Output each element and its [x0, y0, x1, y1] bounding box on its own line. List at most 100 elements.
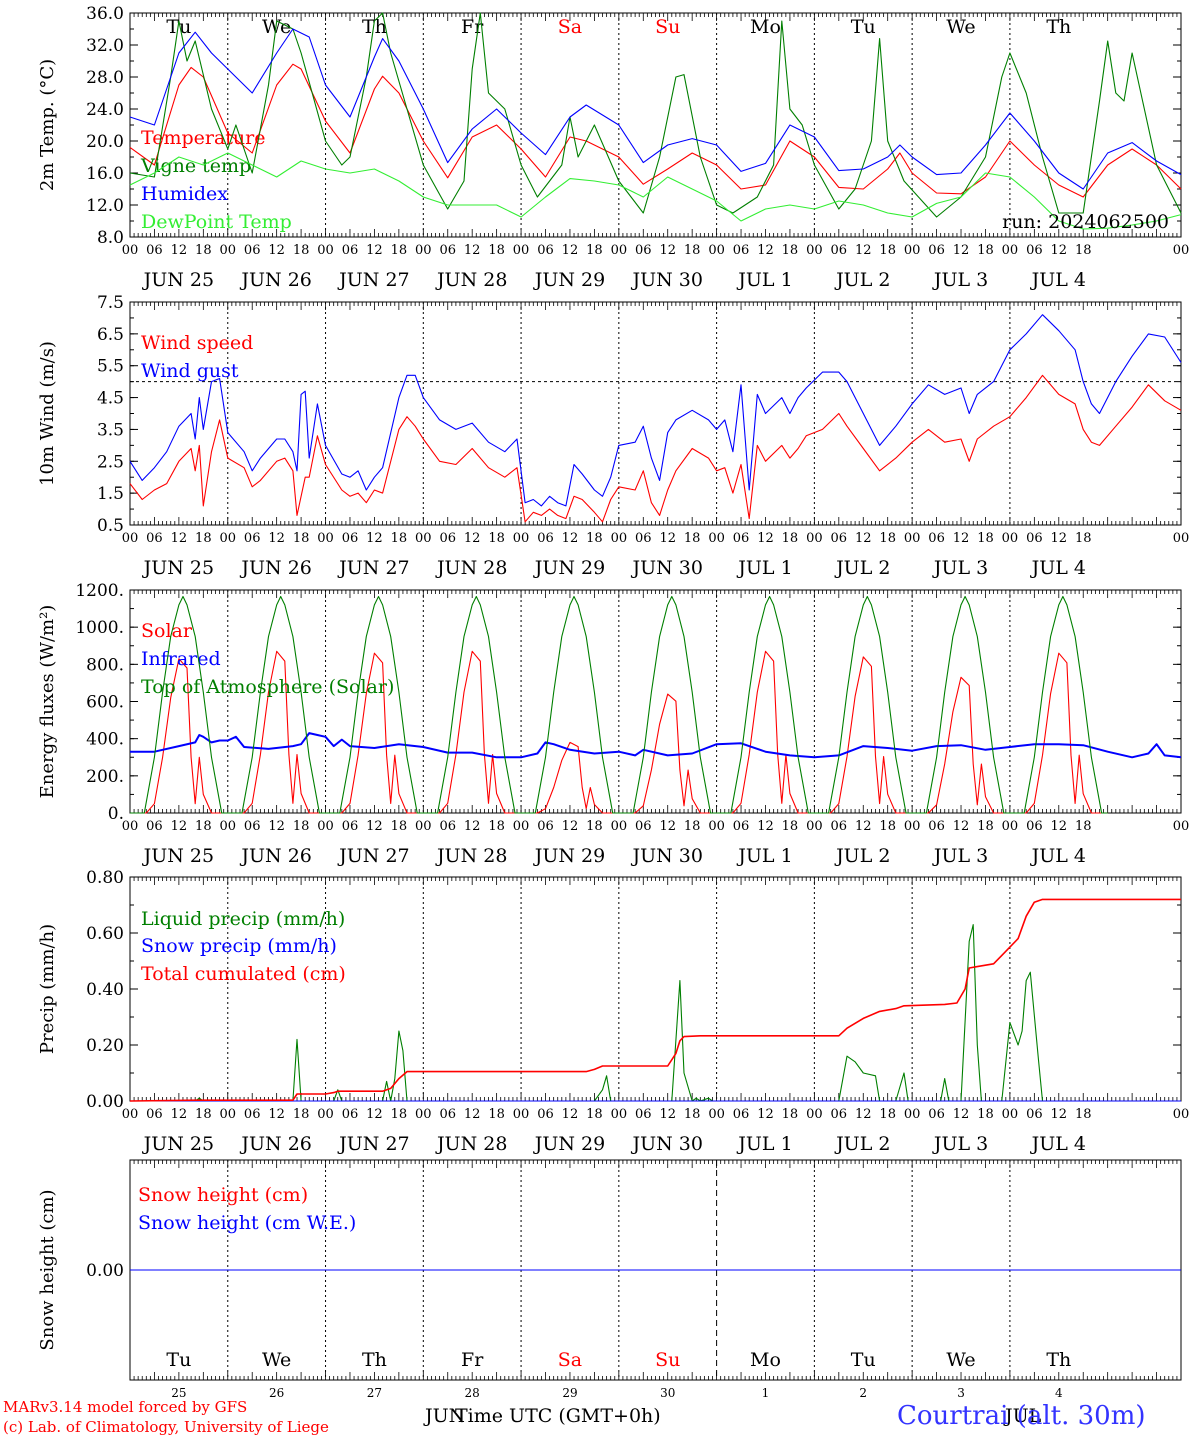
hour-tick-label: 00: [513, 243, 530, 258]
series-line-humidex: [129, 28, 1182, 190]
hour-tick-label: 00: [219, 243, 236, 258]
day-number-label: 30: [660, 1386, 675, 1400]
y-axis-title: 2m Temp. (°C): [37, 59, 58, 191]
hour-tick-label: 06: [537, 243, 554, 258]
y-tick-label: 7.5: [97, 293, 124, 313]
y-tick-label: 16.0: [86, 164, 124, 184]
hour-tick-label: 12: [855, 243, 872, 258]
hour-tick-label: 18: [1075, 1107, 1092, 1122]
hour-tick-label: 00: [904, 819, 921, 834]
date-label: JUN 30: [630, 557, 702, 579]
hour-tick-label: 18: [195, 1107, 212, 1122]
panel-1: 8.0 12.0 16.0 20.0 24.0 28.0 32.0 36.0 2m Temp. …: [37, 4, 1189, 291]
hour-tick-label: 12: [855, 1107, 872, 1122]
hour-tick-label: 06: [439, 819, 456, 834]
hour-tick-label: 00: [904, 531, 921, 546]
hour-tick-label: 00: [415, 531, 432, 546]
hour-tick-label: 00: [122, 531, 139, 546]
hour-tick-label: 06: [831, 819, 848, 834]
hour-tick-label: 18: [293, 1107, 310, 1122]
hour-tick-label: 18: [782, 1107, 799, 1122]
hour-tick-label: 18: [391, 531, 408, 546]
hour-tick-label: 06: [244, 819, 261, 834]
hour-tick-label: 18: [586, 819, 603, 834]
hour-tick-label: 12: [464, 819, 481, 834]
hour-tick-label: 18: [391, 243, 408, 258]
hour-tick-label: 06: [537, 1107, 554, 1122]
run-annotation: run: 2024062500: [1002, 211, 1169, 233]
hour-tick-label: 00: [415, 243, 432, 258]
weekday-label: Mo: [750, 16, 781, 38]
day-number-label: 27: [367, 1386, 382, 1400]
date-label: JUL 2: [834, 269, 890, 291]
hour-tick-label: 12: [366, 1107, 383, 1122]
hour-tick-label: 00: [1002, 243, 1019, 258]
hour-tick-label: 00: [513, 531, 530, 546]
hour-tick-label: 00: [1002, 531, 1019, 546]
y-tick-label: 0.5: [97, 516, 124, 536]
hour-tick-label: 18: [293, 531, 310, 546]
hour-tick-label: 06: [635, 531, 652, 546]
hour-tick-label: 00: [806, 243, 823, 258]
y-tick-label: 4.5: [97, 389, 124, 409]
date-label: JUL 1: [736, 845, 792, 867]
hour-tick-label: 00: [317, 243, 334, 258]
hour-tick-label: 18: [195, 531, 212, 546]
date-label: JUN 30: [630, 269, 702, 291]
y-tick-label: 1.5: [97, 484, 124, 504]
weekday-label: We: [946, 16, 975, 38]
hour-tick-label: 06: [928, 1107, 945, 1122]
weekday-label: Tu: [166, 16, 191, 38]
hour-tick-label: 06: [1026, 243, 1043, 258]
hour-tick-label: 18: [684, 243, 701, 258]
y-tick-label: 0.00: [86, 1092, 124, 1112]
weekday-label: Sa: [558, 1349, 582, 1371]
hour-tick-label: 18: [488, 531, 505, 546]
weekday-label: Tu: [166, 1349, 191, 1371]
date-label: JUL 1: [736, 1133, 792, 1155]
hour-tick-label: 12: [562, 1107, 579, 1122]
hour-tick-label: 18: [879, 531, 896, 546]
hour-tick-label: 00: [317, 819, 334, 834]
day-number-label: 4: [1055, 1386, 1063, 1400]
hour-tick-label: 18: [879, 1107, 896, 1122]
legend-entry: Humidex: [141, 183, 228, 205]
day-number-label: 2: [859, 1386, 867, 1400]
y-tick-label: 2.5: [97, 452, 124, 472]
day-number-label: 1: [762, 1386, 770, 1400]
panel-4: 0.00 0.20 0.40 0.60 0.80 Precip (mm/h) 00 06 12 1…: [37, 868, 1189, 1155]
y-tick-label: 0.80: [86, 868, 124, 888]
hour-tick-label: 00: [806, 819, 823, 834]
legend-entry: Liquid precip (mm/h): [141, 908, 345, 930]
weekday-label: Fr: [461, 16, 484, 38]
hour-tick-label: 06: [928, 531, 945, 546]
hour-tick-label: 06: [831, 243, 848, 258]
hour-tick-label: 18: [1075, 819, 1092, 834]
date-label: JUN 30: [630, 845, 702, 867]
hour-tick-label: 12: [366, 819, 383, 834]
y-tick-label: 0.20: [86, 1036, 124, 1056]
hour-tick-label: 18: [977, 1107, 994, 1122]
hour-tick-label: 00: [415, 1107, 432, 1122]
hour-tick-label: 12: [757, 243, 774, 258]
hour-tick-label: 00: [219, 531, 236, 546]
plot-frame: [129, 301, 1182, 526]
series-line-total-cumulated-cm-: [129, 898, 1181, 1102]
month-label-left: JUN: [425, 1405, 466, 1427]
hour-tick-label: 12: [953, 531, 970, 546]
hour-tick-label: 12: [268, 1107, 285, 1122]
hour-tick-label: 06: [244, 531, 261, 546]
hour-tick-label: 12: [953, 243, 970, 258]
hour-tick-label: 18: [782, 819, 799, 834]
date-label: JUN 27: [337, 1133, 409, 1155]
hour-tick-label: 18: [977, 819, 994, 834]
hour-tick-label: 00: [708, 819, 725, 834]
hour-tick-label: 12: [464, 243, 481, 258]
hour-tick-label: 06: [831, 1107, 848, 1122]
hour-tick-label: 18: [391, 1107, 408, 1122]
hour-tick-label: 18: [391, 819, 408, 834]
legend-entry: Vigne temp: [140, 155, 251, 177]
hour-tick-label: 00: [1173, 819, 1190, 834]
hour-tick-label: 12: [757, 531, 774, 546]
y-tick-label: 5.5: [97, 357, 124, 377]
